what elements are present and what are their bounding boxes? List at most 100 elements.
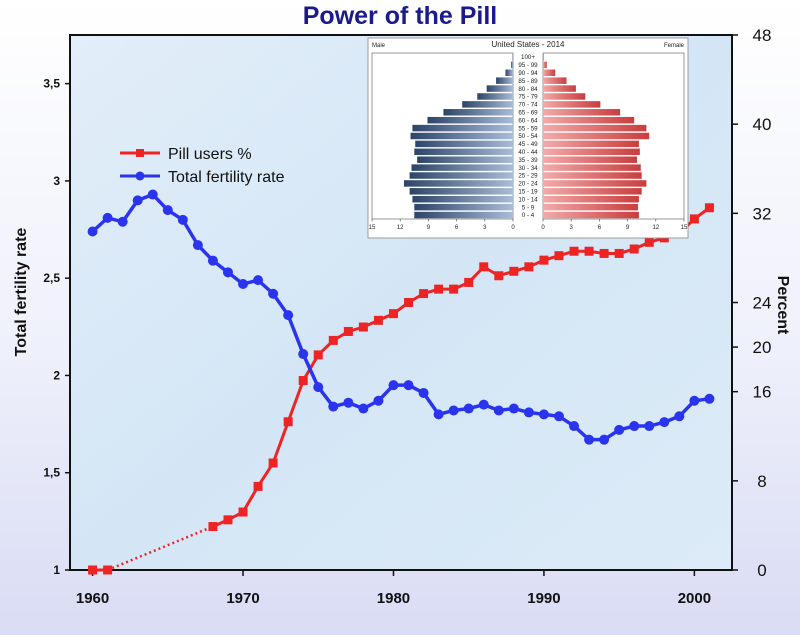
male-bar (410, 188, 513, 194)
data-point (539, 409, 549, 419)
y-tick-label: 1 (53, 563, 60, 577)
inset-title: United States - 2014 (492, 40, 565, 49)
male-bar (443, 109, 513, 115)
female-bar (543, 117, 634, 123)
data-point (404, 380, 414, 390)
data-point (103, 566, 112, 575)
chart-title: Power of the Pill (303, 2, 497, 30)
data-point (223, 267, 233, 277)
data-point (615, 249, 624, 258)
data-point (419, 388, 429, 398)
data-point (253, 275, 263, 285)
age-group-label: 65 - 69 (518, 109, 538, 116)
age-group-label: 90 - 94 (518, 70, 538, 77)
data-point (88, 566, 97, 575)
data-point (689, 396, 699, 406)
data-point (584, 435, 594, 445)
female-bar (543, 125, 646, 131)
y2-tick-label: 16 (753, 383, 772, 402)
x-tick-label: 1980 (377, 590, 410, 607)
data-point (494, 271, 503, 280)
data-point (328, 402, 338, 412)
legend-label-pill-users: Pill users % (168, 146, 252, 163)
data-point (434, 409, 444, 419)
inset-x-tick-label: 15 (681, 225, 688, 231)
female-bar (543, 109, 620, 115)
data-point (509, 404, 519, 414)
data-point (254, 482, 263, 491)
y2-tick-label: 48 (753, 26, 772, 45)
female-bar (543, 133, 649, 139)
data-point (358, 404, 368, 414)
y-tick-label: 2,5 (43, 271, 60, 285)
y-tick-label: 3 (53, 174, 60, 188)
data-point (314, 350, 323, 359)
age-group-label: 85 - 89 (518, 78, 538, 85)
age-group-label: 95 - 99 (518, 62, 538, 69)
female-bar (543, 196, 639, 202)
male-bar (462, 101, 513, 107)
x-tick-label: 1990 (527, 590, 560, 607)
age-group-label: 15 - 19 (518, 189, 538, 196)
male-bar (411, 133, 513, 139)
data-point (599, 435, 609, 445)
age-group-label: 40 - 44 (518, 149, 538, 156)
data-point (208, 256, 218, 266)
data-point (629, 421, 639, 431)
data-point (524, 262, 533, 271)
male-bar (496, 77, 513, 83)
data-point (509, 267, 518, 276)
data-point (614, 425, 624, 435)
female-bar (543, 180, 646, 186)
data-point (343, 398, 353, 408)
data-point (449, 405, 459, 415)
data-point (570, 247, 579, 256)
age-group-label: 100+ (521, 54, 535, 61)
y2-tick-label: 8 (757, 472, 766, 491)
x-tick-label: 1970 (226, 590, 259, 607)
age-group-label: 60 - 64 (518, 117, 538, 124)
data-point (103, 213, 113, 223)
data-point (329, 336, 338, 345)
age-group-label: 50 - 54 (518, 133, 538, 140)
data-point (674, 411, 684, 421)
age-group-label: 25 - 29 (518, 173, 538, 180)
y-axis-label: Total fertility rate (13, 228, 30, 357)
data-point (88, 226, 98, 236)
inset-x-tick-label: 15 (369, 225, 376, 231)
data-point (268, 289, 278, 299)
female-bar (543, 212, 639, 218)
data-point (389, 309, 398, 318)
data-point (464, 404, 474, 414)
data-point (239, 508, 248, 517)
data-point (344, 327, 353, 336)
data-point (193, 240, 203, 250)
y2-tick-label: 24 (753, 294, 772, 313)
age-group-label: 75 - 79 (518, 94, 538, 101)
male-bar (414, 149, 513, 155)
age-group-label: 5 - 9 (522, 204, 535, 211)
female-bar (543, 101, 600, 107)
data-point (569, 421, 579, 431)
inset-x-tick-label: 12 (397, 225, 404, 231)
data-point (464, 278, 473, 287)
population-pyramid-inset: United States - 2014 Male Female 0 - 45 … (368, 38, 688, 238)
male-bar (477, 93, 513, 99)
female-bar (543, 141, 639, 147)
data-point (704, 394, 714, 404)
inset-x-tick-label: 12 (652, 225, 659, 231)
female-bar (543, 149, 640, 155)
female-bar (543, 93, 585, 99)
inset-female-label: Female (664, 43, 685, 49)
female-bar (543, 188, 642, 194)
data-point (313, 382, 323, 392)
age-group-label: 45 - 49 (518, 141, 538, 148)
age-group-label: 70 - 74 (518, 102, 538, 109)
data-point (645, 238, 654, 247)
female-bar (543, 62, 547, 68)
data-point (133, 195, 143, 205)
